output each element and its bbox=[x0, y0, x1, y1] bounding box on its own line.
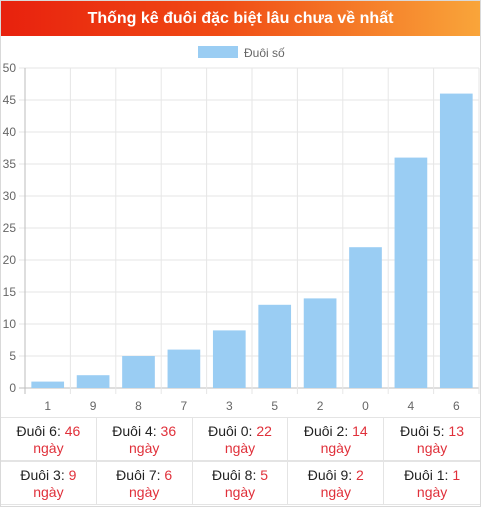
stat-value: 2 bbox=[356, 467, 364, 483]
stat-value: 36 bbox=[160, 423, 177, 439]
bar-duoi-0[interactable] bbox=[349, 247, 382, 388]
y-tick-label: 35 bbox=[3, 157, 17, 171]
y-tick-label: 25 bbox=[3, 221, 17, 235]
stat-value: 5 bbox=[260, 467, 269, 483]
stat-unit: ngày bbox=[129, 484, 160, 500]
x-tick-label: 3 bbox=[226, 399, 233, 413]
stat-cell: Đuôi 7: 6 ngày bbox=[96, 461, 193, 505]
y-tick-label: 0 bbox=[9, 381, 16, 395]
stat-cell: Đuôi 5: 13 ngày bbox=[384, 417, 480, 461]
bar-duoi-5[interactable] bbox=[258, 304, 292, 388]
stat-label: Đuôi 2: bbox=[303, 423, 349, 439]
stat-cell: Đuôi 4: 36 ngày bbox=[96, 417, 193, 461]
x-tick-label: 9 bbox=[90, 399, 97, 413]
y-tick-label: 30 bbox=[3, 189, 17, 203]
legend-label-duoi-so: Đuôi số bbox=[244, 46, 285, 60]
stat-value: 6 bbox=[164, 467, 173, 483]
stat-label: Đuôi 1: bbox=[404, 467, 449, 483]
stat-unit: ngày bbox=[33, 440, 64, 456]
stat-cell: Đuôi 8: 5 ngày bbox=[192, 461, 289, 505]
stat-value: 13 bbox=[448, 423, 464, 439]
x-tick-label: 2 bbox=[317, 399, 324, 413]
chart-bars bbox=[31, 93, 473, 388]
y-tick-label: 15 bbox=[3, 285, 17, 299]
stat-label: Đuôi 5: bbox=[400, 423, 445, 439]
stat-label: Đuôi 4: bbox=[112, 423, 157, 439]
bar-duoi-8[interactable] bbox=[122, 356, 155, 388]
x-tick-label: 4 bbox=[408, 399, 415, 413]
y-tick-label: 20 bbox=[3, 253, 17, 267]
chart-legend[interactable]: Đuôi số bbox=[198, 46, 285, 60]
stat-cell: Đuôi 2: 14 ngày bbox=[288, 417, 385, 461]
stat-unit: ngày bbox=[320, 484, 351, 500]
stat-unit: ngày bbox=[129, 440, 160, 456]
bar-duoi-1[interactable] bbox=[31, 381, 65, 388]
stats-grid: Đuôi 6: 46 ngày Đuôi 4: 36 ngày Đuôi 0: 22 ng… bbox=[1, 417, 480, 505]
stat-value: 1 bbox=[452, 467, 461, 483]
bar-duoi-3[interactable] bbox=[212, 330, 246, 388]
stat-cell: Đuôi 9: 2 ngày bbox=[288, 461, 385, 505]
x-tick-label: 0 bbox=[362, 399, 369, 413]
stat-label: Đuôi 7: bbox=[116, 467, 161, 483]
bar-duoi-2[interactable] bbox=[303, 298, 337, 388]
stat-cell: Đuôi 0: 22 ngày bbox=[192, 417, 289, 461]
stat-label: Đuôi 9: bbox=[307, 467, 353, 483]
stat-label: Đuôi 8: bbox=[211, 467, 257, 483]
x-tick-label: 6 bbox=[453, 399, 460, 413]
bar-duoi-9[interactable] bbox=[76, 375, 110, 388]
stat-value: 14 bbox=[352, 423, 368, 439]
y-axis-ticks: 0 5 10 15 20 25 30 35 40 45 50 bbox=[3, 61, 17, 395]
stat-value: 22 bbox=[256, 423, 272, 439]
bar-duoi-6[interactable] bbox=[439, 93, 473, 388]
stat-cell: Đuôi 3: 9 ngày bbox=[1, 461, 97, 505]
x-tick-label: 8 bbox=[135, 399, 142, 413]
stat-label: Đuôi 0: bbox=[208, 423, 253, 439]
x-tick-label: 7 bbox=[181, 399, 188, 413]
legend-swatch bbox=[198, 46, 238, 58]
chart-grid bbox=[19, 67, 480, 394]
y-tick-label: 40 bbox=[3, 125, 17, 139]
stat-unit: ngày bbox=[416, 440, 448, 456]
stat-unit: ngày bbox=[416, 484, 448, 500]
y-tick-label: 10 bbox=[3, 317, 17, 331]
bar-duoi-7[interactable] bbox=[167, 349, 201, 388]
stat-cell: Đuôi 1: 1 ngày bbox=[384, 461, 480, 505]
stat-unit: ngày bbox=[320, 440, 351, 456]
stat-value: 9 bbox=[68, 467, 77, 483]
y-tick-label: 5 bbox=[9, 349, 16, 363]
stat-label: Đuôi 6: bbox=[16, 423, 61, 439]
stat-unit: ngày bbox=[33, 484, 64, 500]
stat-cell: Đuôi 6: 46 ngày bbox=[1, 417, 97, 461]
x-tick-label: 5 bbox=[271, 399, 278, 413]
y-tick-label: 50 bbox=[3, 61, 17, 75]
stat-label: Đuôi 3: bbox=[20, 467, 65, 483]
stat-unit: ngày bbox=[224, 484, 256, 500]
stat-value: 46 bbox=[64, 423, 81, 439]
stat-unit: ngày bbox=[224, 440, 256, 456]
y-tick-label: 45 bbox=[3, 93, 17, 107]
x-axis-ticks: 1 9 8 7 3 5 2 0 4 6 bbox=[44, 399, 460, 413]
x-tick-label: 1 bbox=[44, 399, 51, 413]
widget-title: Thống kê đuôi đặc biệt lâu chưa về nhất bbox=[1, 1, 480, 36]
bar-duoi-4[interactable] bbox=[394, 157, 428, 388]
